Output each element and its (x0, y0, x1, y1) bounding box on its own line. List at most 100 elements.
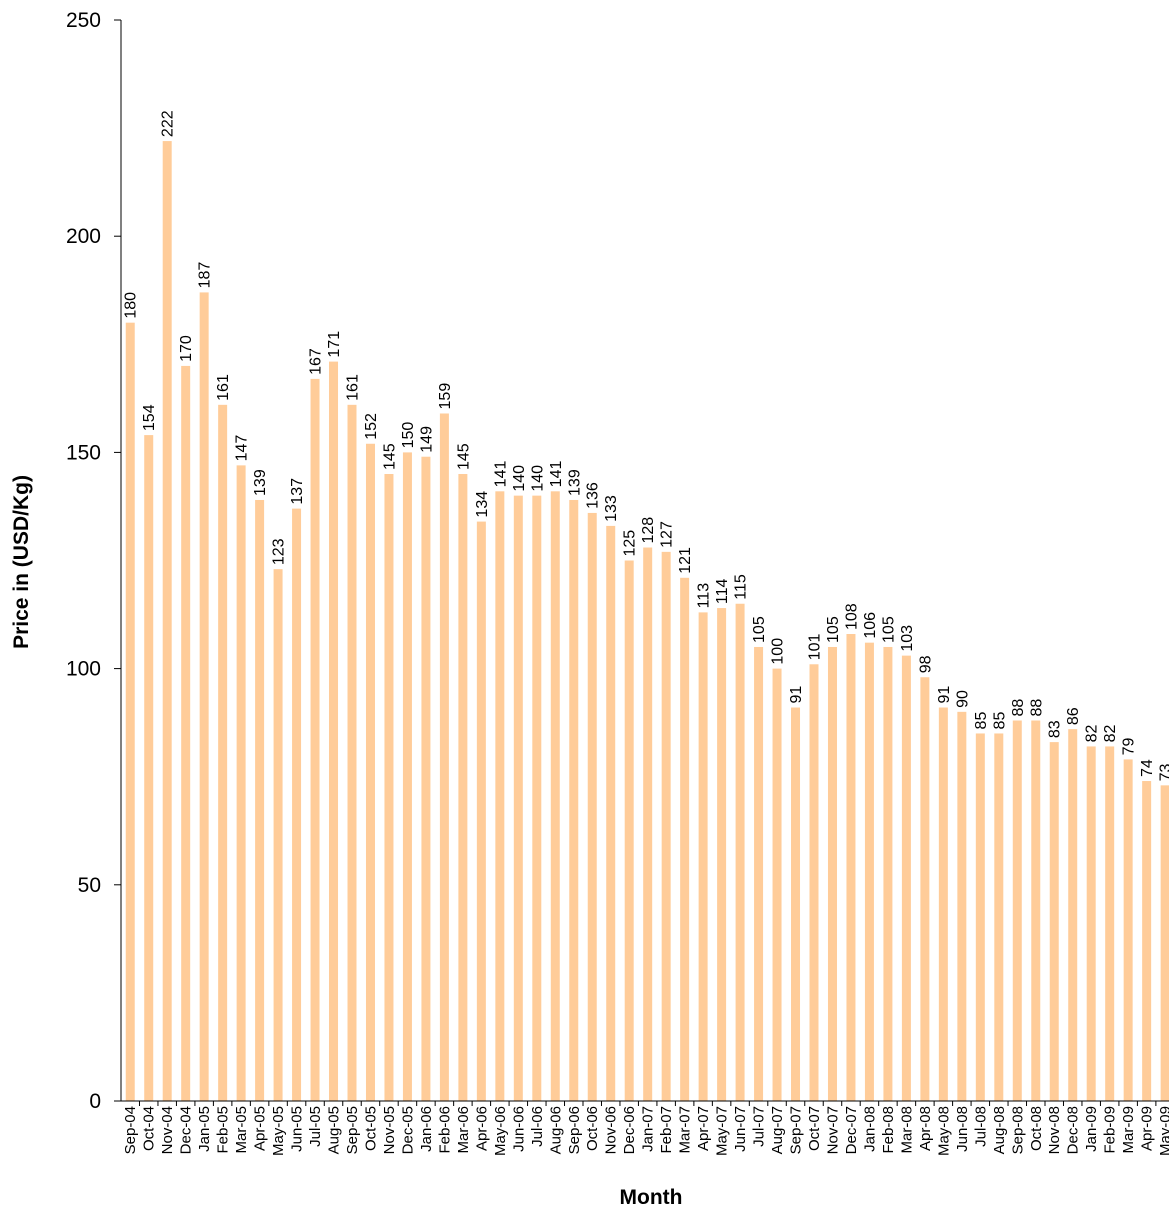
x-tick-label: Nov-06 (603, 1106, 620, 1154)
bar (975, 733, 985, 1101)
data-label: 105 (880, 616, 897, 643)
data-label: 187 (197, 262, 214, 289)
data-label: 170 (178, 335, 195, 362)
data-label: 159 (437, 383, 454, 410)
data-label: 139 (566, 469, 583, 496)
bar (495, 491, 505, 1101)
bar (458, 474, 468, 1101)
x-tick-label: Sep-04 (122, 1106, 139, 1154)
data-label: 82 (1084, 725, 1101, 743)
bar (439, 413, 449, 1101)
x-tick-label: Oct-05 (362, 1106, 379, 1151)
x-tick-label: Jul-06 (529, 1106, 546, 1147)
data-label: 101 (807, 633, 824, 660)
bar (550, 491, 560, 1101)
x-tick-label: Dec-07 (843, 1106, 860, 1154)
bar (864, 642, 874, 1101)
bar (680, 577, 690, 1101)
x-tick-label: Feb-05 (215, 1106, 232, 1154)
bar (809, 664, 819, 1101)
data-label: 74 (1139, 759, 1156, 777)
bar (1031, 720, 1041, 1101)
bar (1049, 742, 1059, 1101)
data-label: 161 (215, 374, 232, 401)
x-tick-label: Sep-08 (1009, 1106, 1026, 1154)
data-label: 222 (160, 110, 177, 137)
x-tick-label: May-09 (1157, 1106, 1169, 1156)
x-tick-label: Jan-07 (640, 1106, 657, 1152)
data-label: 79 (1121, 738, 1138, 756)
bar (1012, 720, 1022, 1101)
bar (421, 456, 431, 1101)
data-label: 125 (622, 530, 639, 557)
bar (920, 677, 930, 1101)
x-tick-label: Oct-04 (141, 1106, 158, 1151)
data-label: 85 (973, 712, 990, 730)
x-tick-label: Dec-06 (621, 1106, 638, 1154)
x-tick-label: Sep-06 (566, 1106, 583, 1154)
x-tick-label: Jun-07 (732, 1106, 749, 1152)
data-label: 180 (123, 292, 140, 319)
data-label: 114 (714, 578, 731, 604)
bar (273, 569, 283, 1101)
bar (901, 655, 911, 1101)
bar (827, 646, 837, 1101)
data-label: 128 (640, 517, 657, 544)
data-label: 152 (363, 413, 380, 440)
x-tick-label: Jul-08 (972, 1106, 989, 1147)
data-label: 121 (677, 547, 694, 574)
x-tick-label: Mar-08 (898, 1106, 915, 1154)
data-label: 141 (492, 461, 509, 488)
bar (329, 361, 339, 1101)
data-label: 90 (954, 690, 971, 708)
bar (1068, 729, 1078, 1101)
x-tick-label: Aug-08 (991, 1106, 1008, 1154)
bar (513, 495, 523, 1101)
x-tick-label: Mar-09 (1120, 1106, 1137, 1154)
x-tick-label: Oct-06 (584, 1106, 601, 1151)
bar (735, 603, 745, 1101)
x-tick-label: Apr-05 (252, 1106, 269, 1151)
bar (569, 499, 579, 1101)
bar (218, 404, 228, 1101)
x-tick-label: Dec-08 (1065, 1106, 1082, 1154)
x-tick-label: Aug-06 (547, 1106, 564, 1154)
x-tick-label: Oct-08 (1028, 1106, 1045, 1151)
bar (1160, 785, 1169, 1101)
bar (292, 508, 302, 1101)
bar (181, 365, 191, 1101)
data-label: 105 (825, 616, 842, 643)
data-label: 127 (659, 521, 676, 548)
bar (698, 612, 708, 1101)
x-tick-label: Feb-09 (1102, 1106, 1119, 1154)
y-tick-label: 150 (66, 441, 101, 464)
bar (365, 443, 375, 1101)
bar (476, 521, 486, 1101)
x-tick-label: Jun-05 (289, 1106, 306, 1152)
bar (1105, 746, 1115, 1101)
bar (1086, 746, 1096, 1101)
bar (772, 668, 782, 1101)
data-label: 103 (899, 625, 916, 652)
bar (144, 435, 154, 1101)
x-tick-label: Mar-05 (233, 1106, 250, 1154)
bar (310, 378, 320, 1102)
x-tick-label: Feb-08 (880, 1106, 897, 1154)
x-tick-label: Aug-05 (326, 1106, 343, 1154)
data-label: 123 (271, 538, 288, 565)
bar (1123, 759, 1133, 1101)
data-label: 137 (289, 478, 306, 505)
data-label: 83 (1047, 720, 1064, 738)
bar (236, 465, 246, 1101)
data-label: 134 (474, 491, 491, 518)
x-tick-label: Jan-06 (418, 1106, 435, 1152)
bar (791, 707, 801, 1101)
data-label: 145 (381, 443, 398, 470)
data-label: 106 (862, 612, 879, 639)
y-axis: 0 50 100 150 200 250 (66, 9, 122, 1113)
data-label: 98 (917, 655, 934, 673)
x-tick-label: Mar-07 (677, 1106, 694, 1154)
bar (717, 608, 727, 1101)
x-tick-label: Nov-08 (1046, 1106, 1063, 1154)
